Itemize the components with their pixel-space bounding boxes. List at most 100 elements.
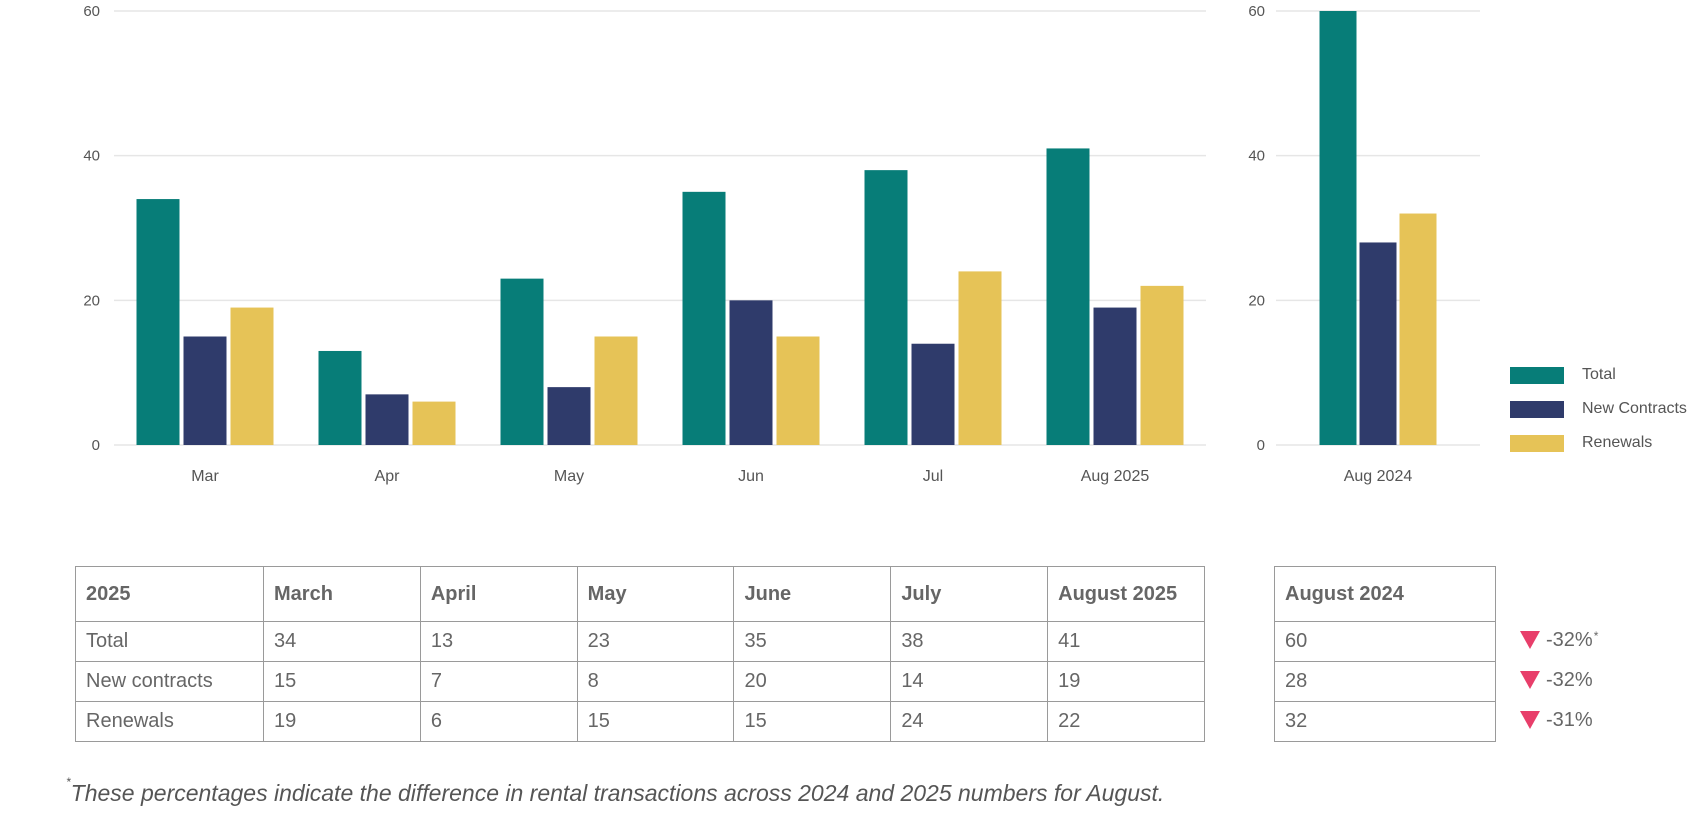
bar-total xyxy=(500,278,544,445)
y-tick-label: 0 xyxy=(92,437,100,454)
down-triangle-icon xyxy=(1520,631,1540,649)
legend-label-renewals: Renewals xyxy=(1582,434,1653,451)
table-cell: 14 xyxy=(890,661,1049,702)
chart-monthly-2025: 0 20 40 60 Mar Apr May Jun Jul Aug 2025 xyxy=(83,3,1206,485)
table-cell: Renewals xyxy=(75,701,264,742)
table-cell: 28 xyxy=(1274,661,1496,702)
y-tick-label: 60 xyxy=(83,3,100,20)
y-tick-label: 0 xyxy=(1257,437,1265,454)
table-cell: 13 xyxy=(419,621,578,662)
bar-new-contracts xyxy=(365,394,409,445)
bar-total xyxy=(682,191,726,445)
table-header-cell: May xyxy=(576,566,735,622)
table-cell: 24 xyxy=(890,701,1049,742)
down-triangle-icon xyxy=(1520,671,1540,689)
bar-new-contracts xyxy=(547,387,591,445)
bar-renewals xyxy=(594,336,638,445)
bar-new-contracts xyxy=(729,300,773,445)
table-header-cell: July xyxy=(890,566,1049,622)
bar-new-contracts xyxy=(183,336,227,445)
x-tick-label: Aug 2025 xyxy=(1081,468,1150,485)
table-cell: 23 xyxy=(576,621,735,662)
legend-label-new-contracts: New Contracts xyxy=(1582,400,1687,417)
table-cell: 6 xyxy=(419,701,578,742)
bar-total xyxy=(318,350,362,445)
x-tick-label: Jul xyxy=(923,468,943,485)
footnote-marker: * xyxy=(1593,629,1599,643)
footnote: *These percentages indicate the differen… xyxy=(66,775,1165,807)
table-header-cell: August 2025 xyxy=(1047,566,1205,622)
legend-swatch-total xyxy=(1510,366,1564,384)
bar-renewals xyxy=(958,271,1002,445)
change-value: -32% xyxy=(1546,668,1593,691)
bar-total xyxy=(864,170,908,445)
y-tick-label: 20 xyxy=(83,292,100,309)
table-header-cell: March xyxy=(263,566,421,622)
charts-area: 0 20 40 60 Mar Apr May Jun Jul Aug 2025 0 20 40 60 Au… xyxy=(83,3,1480,485)
change-item: -32% * xyxy=(1520,620,1700,660)
table-cell: Total xyxy=(75,621,264,662)
table-cell: 38 xyxy=(890,621,1049,662)
table-cell: 60 xyxy=(1274,621,1496,662)
table-header-row: 2025 March April May June July August 20… xyxy=(75,566,1205,622)
table-cell: 15 xyxy=(733,701,892,742)
x-tick-label: Mar xyxy=(191,468,219,485)
footnote-marker: * xyxy=(66,775,71,790)
table-row: 60 xyxy=(1274,621,1496,662)
bar-new-contracts xyxy=(1359,242,1397,445)
bar-renewals xyxy=(230,307,274,445)
bar-renewals xyxy=(412,401,456,445)
table-cell: 19 xyxy=(263,701,421,742)
table-cell: 34 xyxy=(263,621,421,662)
legend-item-renewals: Renewals xyxy=(1510,426,1708,460)
table-row: Total 34 13 23 35 38 41 xyxy=(75,621,1205,662)
table-cell: New contracts xyxy=(75,661,264,702)
table-header-cell: April xyxy=(419,566,578,622)
bar-renewals xyxy=(1399,213,1437,445)
bar-total xyxy=(1319,11,1357,445)
table-cell: 32 xyxy=(1274,701,1496,742)
footnote-text: These percentages indicate the differenc… xyxy=(70,780,1165,806)
table-row: 28 xyxy=(1274,661,1496,702)
table-header-cell: August 2024 xyxy=(1274,566,1496,622)
table-cell: 20 xyxy=(733,661,892,702)
legend-item-total: Total xyxy=(1510,358,1708,392)
table-row: 32 xyxy=(1274,701,1496,742)
chart-legend: Total New Contracts Renewals xyxy=(1510,358,1708,460)
bar-total xyxy=(136,199,180,445)
change-item: -32% xyxy=(1520,660,1700,700)
legend-item-new-contracts: New Contracts xyxy=(1510,392,1708,426)
table-header-row: August 2024 xyxy=(1274,566,1496,622)
legend-swatch-new-contracts xyxy=(1510,400,1564,418)
bar-renewals xyxy=(776,336,820,445)
y-tick-label: 40 xyxy=(1248,148,1265,165)
table-august-2024: August 2024 60 28 32 xyxy=(1274,566,1496,742)
table-row: New contracts 15 7 8 20 14 19 xyxy=(75,661,1205,702)
change-value: -31% xyxy=(1546,708,1593,731)
chart-august-2024: 0 20 40 60 Aug 2024 xyxy=(1248,3,1480,485)
table-header-cell: 2025 xyxy=(75,566,264,622)
y-tick-label: 60 xyxy=(1248,3,1265,20)
change-value: -32% xyxy=(1546,628,1593,651)
y-tick-label: 40 xyxy=(83,148,100,165)
table-row: Renewals 19 6 15 15 24 22 xyxy=(75,701,1205,742)
bar-new-contracts xyxy=(1093,307,1137,445)
change-column: -32% * -32% -31% xyxy=(1520,620,1700,740)
bar-total xyxy=(1046,148,1090,445)
table-cell: 22 xyxy=(1047,701,1205,742)
y-tick-label: 20 xyxy=(1248,292,1265,309)
table-header-cell: June xyxy=(733,566,892,622)
bar-new-contracts xyxy=(911,343,955,445)
x-tick-label: May xyxy=(554,468,584,485)
x-tick-label: Apr xyxy=(375,468,401,485)
bar-renewals xyxy=(1140,285,1184,445)
table-cell: 19 xyxy=(1047,661,1205,702)
table-cell: 7 xyxy=(419,661,578,702)
x-tick-label: Aug 2024 xyxy=(1344,468,1413,485)
legend-label-total: Total xyxy=(1582,366,1616,383)
table-cell: 15 xyxy=(263,661,421,702)
x-tick-label: Jun xyxy=(738,468,764,485)
change-item: -31% xyxy=(1520,700,1700,740)
table-cell: 8 xyxy=(576,661,735,702)
table-cell: 15 xyxy=(576,701,735,742)
